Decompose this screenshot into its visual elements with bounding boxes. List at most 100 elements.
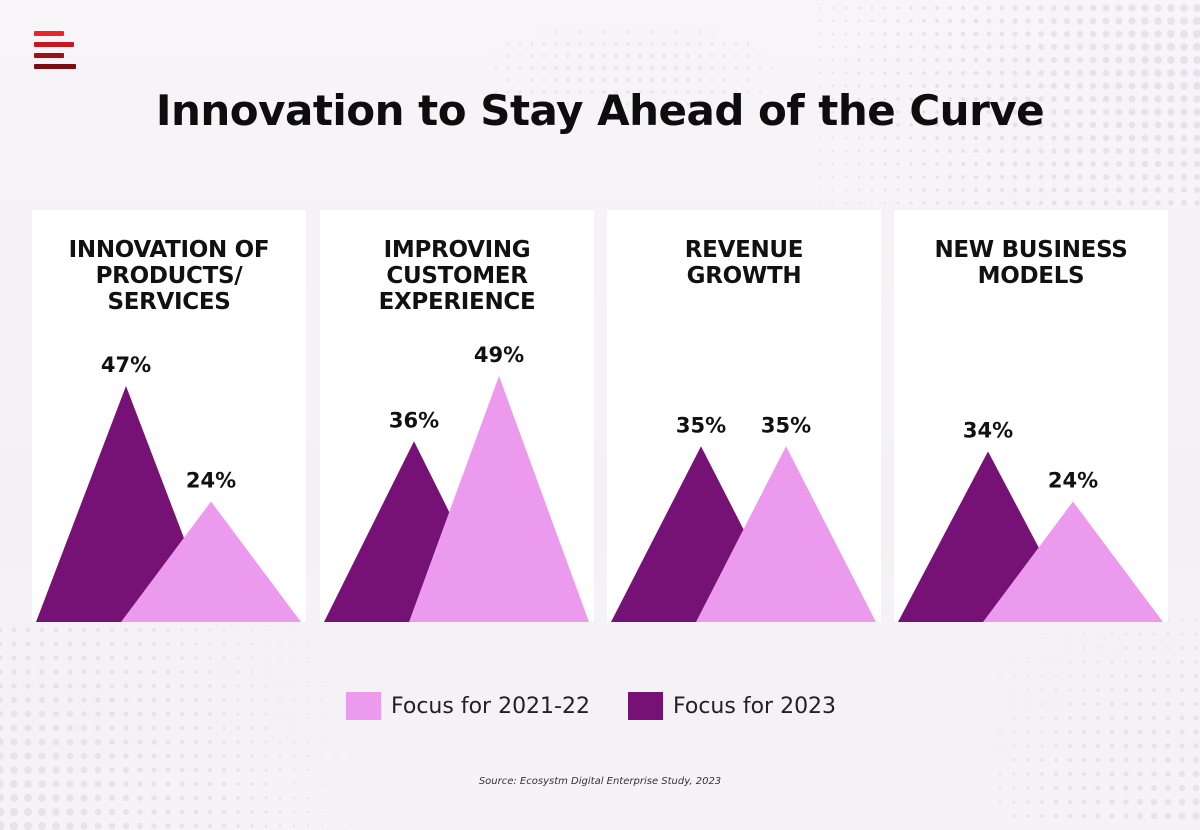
background-dot — [883, 97, 887, 101]
background-dot — [236, 656, 240, 660]
background-dot — [1110, 632, 1114, 636]
background-dot — [1038, 161, 1044, 167]
background-dot — [1165, 729, 1171, 735]
background-dot — [66, 822, 74, 830]
background-dot — [909, 58, 913, 62]
background-dot — [1090, 135, 1096, 141]
background-dot — [1026, 744, 1030, 748]
background-dot — [722, 54, 726, 58]
background-dot — [307, 685, 309, 687]
background-dot — [53, 683, 59, 689]
background-dot — [1090, 148, 1096, 154]
background-dot — [81, 669, 87, 675]
background-dot — [832, 202, 834, 204]
background-dot — [566, 102, 570, 106]
background-dot — [1089, 108, 1097, 116]
background-dot — [1123, 743, 1129, 749]
background-dot — [278, 740, 282, 744]
background-dot — [278, 824, 282, 828]
background-dot — [1041, 647, 1043, 649]
background-dot — [1193, 715, 1199, 721]
background-dot — [67, 711, 73, 717]
background-dot — [1138, 646, 1142, 650]
background-dot — [1013, 661, 1015, 663]
background-dot — [1089, 56, 1097, 64]
background-dot — [602, 102, 606, 106]
background-dot — [1152, 646, 1156, 650]
background-dot — [236, 726, 240, 730]
background-dot — [194, 712, 198, 716]
background-dot — [1154, 134, 1162, 142]
background-dot — [722, 42, 726, 46]
background-dot — [589, 53, 595, 59]
background-dot — [222, 642, 226, 646]
background-dot — [279, 671, 281, 673]
background-dot — [844, 110, 848, 114]
background-dot — [999, 122, 1005, 128]
background-dot — [193, 795, 199, 801]
background-dot — [10, 752, 18, 760]
background-dot — [883, 136, 887, 140]
background-dot — [973, 70, 979, 76]
background-dot — [236, 740, 240, 744]
background-dot — [1051, 96, 1057, 102]
background-dot — [960, 122, 966, 128]
background-dot — [1109, 785, 1115, 791]
value-label-2021-22: 49% — [474, 343, 524, 367]
background-dot — [95, 683, 101, 689]
background-dot — [832, 189, 834, 191]
background-dot — [1137, 799, 1143, 805]
background-dot — [998, 814, 1002, 818]
legend: Focus for 2021-22 Focus for 2023 — [0, 690, 1200, 722]
background-dot — [870, 175, 874, 179]
background-dot — [883, 110, 887, 114]
background-dot — [179, 781, 185, 787]
background-dot — [999, 96, 1005, 102]
background-dot — [998, 744, 1002, 748]
background-dot — [973, 83, 979, 89]
background-dot — [123, 725, 129, 731]
background-dot — [870, 188, 874, 192]
background-dot — [685, 65, 691, 71]
background-dot — [39, 655, 45, 661]
background-dot — [1128, 108, 1136, 116]
background-dot — [909, 110, 913, 114]
background-dot — [67, 627, 73, 633]
background-dot — [960, 96, 966, 102]
background-dot — [1168, 187, 1174, 193]
background-dot — [207, 753, 213, 759]
background-dot — [1192, 812, 1200, 820]
background-dot — [208, 698, 212, 702]
background-dot — [1054, 730, 1058, 734]
background-dot — [52, 710, 60, 718]
background-dot — [686, 30, 690, 34]
background-dot — [553, 53, 559, 59]
background-dot — [697, 65, 703, 71]
background-dot — [265, 629, 267, 631]
background-dot — [1110, 674, 1114, 678]
background-dot — [1054, 772, 1058, 776]
background-dot — [24, 738, 32, 746]
background-dot — [1102, 134, 1110, 142]
background-dot — [590, 42, 594, 46]
background-dot — [530, 102, 534, 106]
peak-focus-2021-22 — [121, 501, 301, 622]
background-dot — [279, 629, 281, 631]
background-dot — [1012, 109, 1018, 115]
panel-innovation: INNOVATION OF PRODUCTS/ SERVICES 47% 24% — [32, 210, 306, 622]
background-dot — [870, 6, 874, 10]
background-dot — [494, 54, 498, 58]
background-dot — [1012, 772, 1016, 776]
background-dot — [650, 102, 654, 106]
background-dot — [602, 30, 606, 34]
background-dot — [1051, 148, 1057, 154]
background-dot — [818, 32, 822, 36]
background-dot — [1038, 174, 1044, 180]
background-dot — [1025, 18, 1031, 24]
background-dot — [1194, 646, 1198, 650]
background-dot — [1054, 674, 1058, 678]
background-dot — [1089, 82, 1097, 90]
background-dot — [179, 739, 185, 745]
background-dot — [947, 18, 953, 24]
background-dot — [1069, 633, 1071, 635]
